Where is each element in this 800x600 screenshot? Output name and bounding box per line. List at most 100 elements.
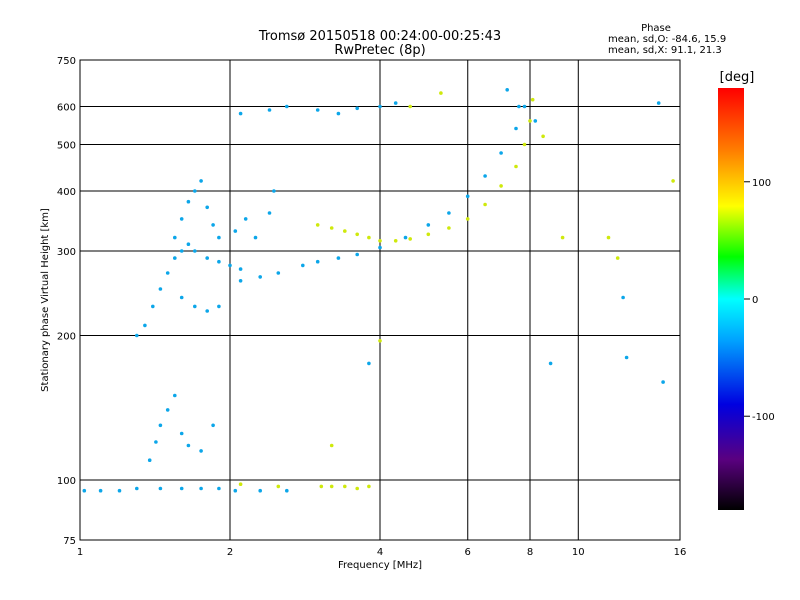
data-point-x [329, 484, 334, 489]
data-point-x [522, 142, 527, 147]
data-point-o [315, 259, 320, 264]
x-tick-label: 1 [77, 547, 83, 558]
data-point-x [439, 91, 443, 95]
legend-line-o: mean, sd,O: -84.6, 15.9 [608, 34, 726, 45]
data-point-o [98, 488, 103, 493]
data-point-o [238, 267, 243, 271]
data-point-o [217, 259, 221, 264]
data-point-x [329, 226, 334, 230]
x-tick-label: 8 [527, 547, 533, 558]
data-point-o [193, 249, 197, 253]
y-tick-label: 75 [63, 536, 76, 547]
data-point-o [267, 211, 272, 215]
chart-title: Tromsø 20150518 00:24:00-00:25:43 [258, 29, 501, 44]
data-point-o [276, 271, 281, 275]
data-point-x [447, 226, 451, 230]
data-point-o [403, 235, 408, 240]
y-tick-label: 200 [57, 332, 76, 343]
data-point-o [367, 361, 371, 366]
data-point-o [505, 88, 510, 92]
data-point-x [238, 482, 243, 487]
data-point-x [541, 134, 545, 139]
data-point-o [548, 361, 553, 366]
colorbar-tick-label: 100 [752, 178, 771, 189]
x-tick-label: 6 [465, 547, 471, 558]
data-point-x [408, 237, 413, 241]
data-point-o [301, 263, 305, 268]
data-point-o [199, 449, 203, 453]
data-point-x [315, 223, 320, 227]
colorbar-ticks: 100 0 -100 [744, 178, 775, 423]
legend-line-x: mean, sd,X: 91.1, 21.3 [608, 45, 722, 56]
data-point-o [173, 393, 177, 398]
data-point-o [193, 189, 197, 193]
data-point-o [233, 229, 238, 233]
data-point-x [499, 184, 503, 188]
data-point-o [621, 295, 625, 300]
data-points [82, 88, 675, 493]
data-point-x [393, 239, 398, 243]
y-tick-label: 750 [57, 56, 76, 67]
data-point-o [211, 223, 215, 227]
data-point-o [243, 217, 248, 221]
x-tick-label: 4 [377, 547, 383, 558]
chart-subtitle: RwPretec (8p) [334, 43, 425, 58]
data-point-o [147, 458, 152, 463]
data-point-x [276, 484, 281, 489]
data-point-o [165, 271, 170, 275]
data-point-x [615, 256, 620, 260]
data-point-o [117, 488, 122, 493]
data-point-o [315, 108, 320, 112]
data-point-o [199, 486, 203, 491]
data-point-o [193, 304, 197, 309]
data-point-o [426, 223, 431, 227]
data-point-o [217, 486, 221, 491]
x-tick-label: 10 [572, 547, 585, 558]
colorbar [718, 88, 744, 510]
legend-header: Phase [641, 23, 671, 34]
data-point-x [378, 239, 382, 243]
data-point-o [522, 104, 527, 109]
data-point-o [205, 205, 209, 210]
data-point-o [186, 242, 191, 246]
data-point-o [336, 111, 341, 116]
data-point-o [465, 194, 470, 199]
data-point-o [179, 217, 184, 221]
colorbar-label: [deg] [720, 70, 755, 85]
data-point-o [143, 323, 147, 328]
data-point-o [211, 423, 215, 428]
data-point-o [517, 104, 521, 109]
data-point-o [378, 245, 382, 250]
data-point-o [179, 431, 184, 436]
data-point-x [465, 217, 470, 221]
x-axis-label: Frequency [MHz] [338, 560, 422, 571]
data-point-o [186, 199, 191, 204]
data-point-x [378, 339, 382, 343]
data-point-o [205, 256, 209, 260]
data-point-o [285, 104, 289, 109]
data-point-x [343, 229, 347, 233]
data-point-o [355, 106, 360, 111]
data-point-o [258, 488, 263, 493]
data-point-o [233, 488, 238, 493]
data-point-o [514, 126, 518, 131]
data-point-o [179, 295, 184, 300]
data-point-x [514, 164, 518, 169]
data-point-o [624, 355, 629, 360]
data-point-x [329, 443, 334, 448]
y-tick-label: 300 [57, 247, 76, 258]
x-tick-label: 2 [227, 547, 233, 558]
data-point-o [499, 151, 503, 155]
colorbar-tick-label: -100 [752, 412, 775, 423]
data-point-x [528, 119, 532, 123]
data-point-o [272, 189, 276, 193]
data-point-o [217, 304, 221, 309]
y-tick-label: 600 [57, 103, 76, 114]
data-point-o [158, 423, 163, 428]
data-point-o [135, 486, 139, 491]
data-point-x [367, 235, 371, 240]
data-point-o [285, 488, 289, 493]
data-point-o [151, 304, 155, 309]
data-point-o [253, 235, 258, 240]
data-point-o [447, 211, 451, 215]
